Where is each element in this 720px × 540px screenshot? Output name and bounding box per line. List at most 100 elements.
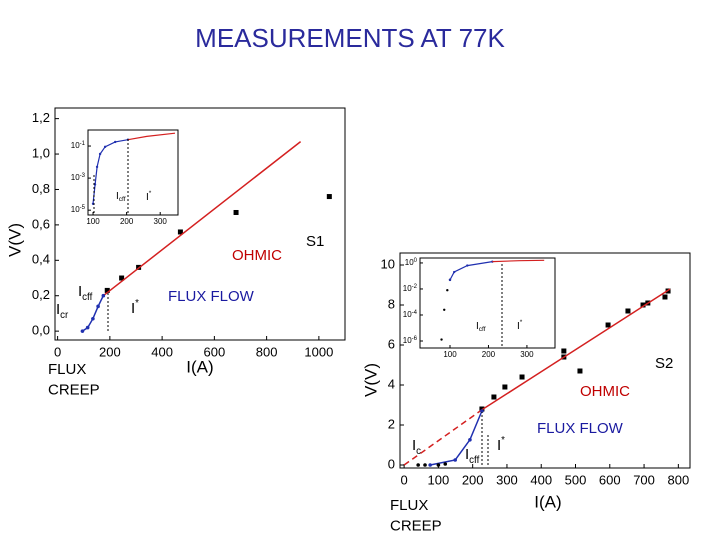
annotation-text: OHMIC: [232, 247, 282, 264]
y-tick-label: 10: [381, 256, 395, 271]
x-tick-label: 0: [400, 472, 407, 487]
data-point: [95, 165, 99, 169]
tick-base: 10: [403, 284, 412, 293]
data-point: [91, 316, 95, 321]
data-point: [662, 294, 668, 300]
annotation: FLUX CREEP: [390, 497, 442, 534]
annotation: S1: [306, 233, 324, 250]
y-axis-label: V(V): [5, 223, 24, 257]
data-point: [480, 409, 484, 413]
data-point: [85, 325, 90, 330]
data-point: [561, 348, 567, 354]
data-point: [423, 463, 427, 467]
x-tick-label: 0: [54, 344, 61, 359]
data-point: [446, 289, 449, 292]
data-point: [416, 463, 420, 467]
tick-exponent: 0: [414, 258, 418, 264]
annotation: I*: [131, 298, 139, 317]
annotation: OHMIC: [580, 383, 630, 400]
data-point: [233, 209, 239, 215]
annotation-superscript: *: [149, 190, 152, 197]
x-tick-label: 100: [86, 217, 100, 226]
data-point: [466, 264, 469, 267]
annotation-text: I: [78, 283, 82, 300]
annotation-text: S2: [655, 355, 673, 372]
y-axis-label: V(V): [361, 363, 380, 397]
data-point: [177, 229, 183, 235]
data-point: [326, 194, 332, 200]
annotation: FLUX CREEP: [48, 361, 100, 398]
y-tick-label: 10-5: [71, 205, 86, 215]
data-point: [436, 463, 441, 467]
data-point: [502, 384, 508, 390]
y-tick-label: 10-2: [403, 284, 418, 294]
tick-exponent: -1: [80, 141, 86, 147]
tick-base: 10: [405, 258, 414, 267]
data-point: [453, 270, 456, 274]
annotation-line: CREEP: [390, 517, 442, 534]
annotation-subscript: c: [416, 446, 421, 457]
tick-exponent: -5: [80, 205, 86, 211]
data-point: [443, 308, 446, 312]
annotation: I*: [517, 319, 523, 331]
data-point: [443, 462, 448, 466]
y-tick-label: 10-6: [403, 336, 418, 346]
annotation: I*: [497, 435, 505, 454]
annotation-text: I: [56, 301, 60, 318]
annotation-superscript: *: [501, 435, 505, 446]
annotation: Icff: [465, 446, 480, 466]
series-line: [481, 288, 671, 411]
annotation: S2: [655, 355, 673, 372]
data-point: [468, 438, 472, 442]
data-point: [577, 368, 583, 374]
annotation-text: FLUX FLOW: [168, 288, 255, 305]
annotation-subscript: cff: [82, 292, 92, 303]
x-tick-label: 200: [120, 217, 134, 226]
series-line: [449, 261, 493, 281]
y-tick-label: 4: [388, 376, 395, 391]
annotation-subscript: cff: [479, 326, 486, 333]
x-tick-label: 300: [520, 350, 534, 359]
y-tick-label: 10-4: [403, 310, 418, 320]
data-point: [448, 278, 452, 282]
tick-exponent: -3: [80, 173, 86, 179]
series-line: [430, 410, 483, 466]
y-tick-label: 1,2: [32, 110, 50, 125]
x-tick-label: 200: [99, 344, 121, 359]
y-tick-label: 100: [405, 258, 418, 268]
data-point: [98, 152, 102, 156]
tick-base: 10: [71, 141, 80, 150]
y-tick-label: 6: [388, 336, 395, 351]
tick-base: 10: [71, 173, 80, 182]
tick-base: 10: [403, 336, 412, 345]
tick-exponent: -4: [412, 310, 418, 316]
x-tick-label: 700: [633, 472, 655, 487]
data-point: [101, 293, 106, 298]
annotation-subscript: cff: [119, 196, 126, 203]
annotation-subscript: cff: [469, 455, 479, 466]
x-tick-label: 100: [443, 350, 457, 359]
y-tick-label: 2: [388, 416, 395, 431]
slide-title: MEASUREMENTS AT 77K: [195, 23, 505, 53]
annotation-text: I: [476, 321, 479, 332]
x-tick-label: 600: [204, 344, 226, 359]
x-tick-label: 800: [667, 472, 689, 487]
data-point: [80, 329, 85, 333]
x-tick-label: 400: [151, 344, 173, 359]
y-tick-label: 10-3: [71, 173, 86, 183]
x-tick-label: 500: [565, 472, 587, 487]
annotation-superscript: *: [135, 298, 139, 309]
data-point: [103, 145, 107, 149]
x-axis-label: I(A): [534, 492, 561, 511]
y-tick-label: 0,2: [32, 287, 50, 302]
annotation-text: I: [465, 446, 469, 463]
x-tick-label: 600: [599, 472, 621, 487]
series-line: [102, 141, 302, 297]
annotation: Ic: [412, 437, 421, 457]
data-point: [96, 304, 100, 309]
annotation-text: I: [116, 191, 119, 202]
